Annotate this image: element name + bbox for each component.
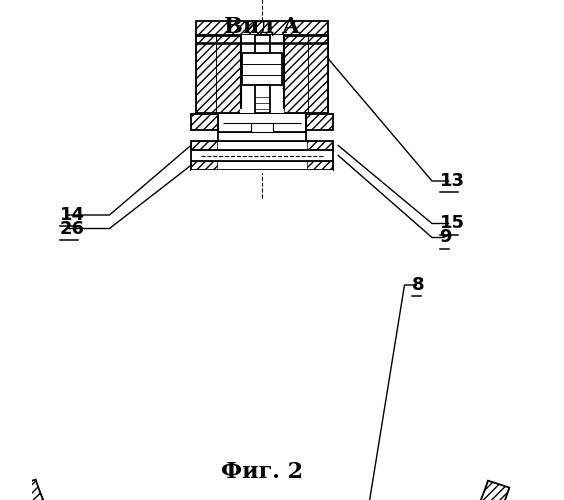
Bar [284,36,309,113]
Text: 13: 13 [439,172,465,190]
Bar [307,141,333,150]
Bar [240,36,284,113]
Bar [191,114,218,130]
Bar [191,161,333,170]
Text: 26: 26 [59,220,85,238]
Bar [196,22,328,36]
Text: 8: 8 [412,276,425,294]
Text: Фиг. 2: Фиг. 2 [221,462,303,483]
Text: 9: 9 [439,228,452,246]
Bar [254,36,270,53]
Bar [216,36,240,113]
Bar [218,132,306,141]
Bar [309,36,328,113]
Bar [240,36,241,108]
Bar [196,36,328,113]
Bar [191,141,333,150]
Bar [254,86,270,113]
Bar [191,150,333,161]
Text: 15: 15 [439,214,465,232]
Bar [218,113,306,132]
Bar [251,124,273,132]
Bar [242,53,282,86]
Polygon shape [14,480,509,500]
Bar [191,161,217,170]
Text: 14: 14 [59,206,85,224]
Bar [307,161,333,170]
Text: Вид А: Вид А [224,16,300,38]
Bar [283,36,284,108]
Bar [306,114,333,130]
Bar [196,36,216,113]
Bar [191,141,217,150]
